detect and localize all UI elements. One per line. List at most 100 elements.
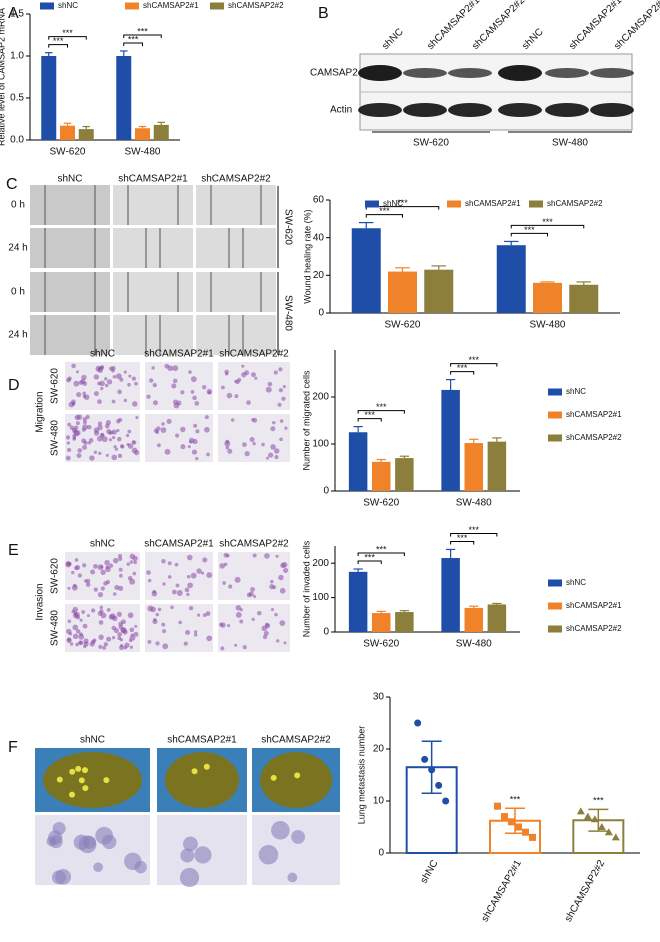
wound-image xyxy=(196,228,276,268)
cell xyxy=(225,446,230,450)
cell xyxy=(265,386,272,393)
legend-label: shCAMSAP2#1 xyxy=(566,601,622,610)
legend-label: shCAMSAP2#2 xyxy=(547,199,603,208)
y-tick-label: 100 xyxy=(312,439,329,450)
cell xyxy=(72,436,76,440)
cell xyxy=(85,582,91,587)
cell xyxy=(71,363,76,369)
cell xyxy=(270,444,276,450)
lesion xyxy=(83,835,97,849)
cell xyxy=(82,444,88,450)
bar xyxy=(372,461,391,491)
wound-image xyxy=(30,272,110,312)
point xyxy=(515,823,522,831)
bar xyxy=(78,129,94,140)
cell xyxy=(67,422,72,427)
band xyxy=(590,68,634,78)
cell xyxy=(279,437,283,442)
cell xyxy=(172,399,179,405)
cell xyxy=(241,372,247,378)
x-tick-label: SW-620 xyxy=(363,498,399,509)
nodule xyxy=(69,791,76,798)
cell xyxy=(71,402,76,406)
nodule xyxy=(56,776,63,783)
annotation: *** xyxy=(457,363,468,373)
legend-swatch xyxy=(548,579,562,587)
cell xyxy=(117,453,123,459)
cell xyxy=(220,646,225,651)
cell xyxy=(279,419,284,423)
y-axis-label: Relative level of CAMSAP2 mRNA xyxy=(0,8,6,146)
y-tick-label: 0.0 xyxy=(10,135,24,146)
legend-label: shCAMSAP2#1 xyxy=(566,410,622,419)
nodule xyxy=(82,785,89,792)
cell xyxy=(97,381,101,386)
bar xyxy=(135,128,150,140)
cell xyxy=(93,563,98,569)
cell xyxy=(98,620,104,625)
cell xyxy=(93,430,100,436)
cell xyxy=(119,573,123,578)
point xyxy=(611,833,620,841)
bar xyxy=(496,245,526,313)
cell xyxy=(207,390,212,395)
y-tick-label: 30 xyxy=(373,692,385,703)
cell xyxy=(69,425,75,431)
cell xyxy=(83,579,88,583)
cell xyxy=(146,570,151,575)
cell xyxy=(226,553,230,558)
cell xyxy=(156,426,161,431)
cell xyxy=(133,631,139,637)
bar xyxy=(424,269,454,313)
row-label: 0 h xyxy=(11,200,25,211)
cell xyxy=(204,426,210,433)
bracket xyxy=(357,552,405,557)
cell xyxy=(202,613,207,618)
nodule xyxy=(81,767,88,774)
cell xyxy=(252,553,257,558)
cell xyxy=(98,451,102,456)
nodule xyxy=(78,777,85,784)
wound-image xyxy=(196,315,276,355)
cell xyxy=(282,385,286,389)
cell xyxy=(174,562,179,567)
cell xyxy=(171,589,177,595)
nodule xyxy=(75,765,82,772)
cell xyxy=(83,641,89,647)
cell xyxy=(99,433,105,438)
legend-label: shNC xyxy=(383,199,403,208)
cell xyxy=(206,572,213,579)
band xyxy=(498,65,542,81)
point xyxy=(501,813,508,821)
legend-label: shNC xyxy=(58,1,78,10)
cell xyxy=(100,569,106,576)
cell xyxy=(171,383,177,389)
cell xyxy=(150,606,156,613)
cell xyxy=(127,382,131,387)
cell xyxy=(188,370,192,374)
cell xyxy=(219,563,226,569)
bracket xyxy=(123,34,162,38)
legend-swatch xyxy=(548,625,562,633)
cell xyxy=(81,438,87,444)
cell xyxy=(195,429,200,434)
annotation: *** xyxy=(542,217,553,227)
cell xyxy=(81,374,87,381)
point xyxy=(529,833,536,841)
cell xyxy=(272,420,276,425)
wound-image xyxy=(113,228,193,268)
x-tick-label: SW-480 xyxy=(456,498,492,509)
cell xyxy=(280,562,286,569)
cell xyxy=(100,386,104,391)
cell xyxy=(192,395,197,401)
cell xyxy=(234,576,241,583)
band xyxy=(403,103,447,117)
cell xyxy=(162,643,169,650)
nodule xyxy=(103,777,110,784)
column-label: shCAMSAP2#2 xyxy=(261,735,331,746)
cell xyxy=(178,620,182,625)
y-tick-label: 1.5 xyxy=(10,9,24,20)
cell xyxy=(227,448,233,454)
column-label: shNC xyxy=(80,735,105,746)
